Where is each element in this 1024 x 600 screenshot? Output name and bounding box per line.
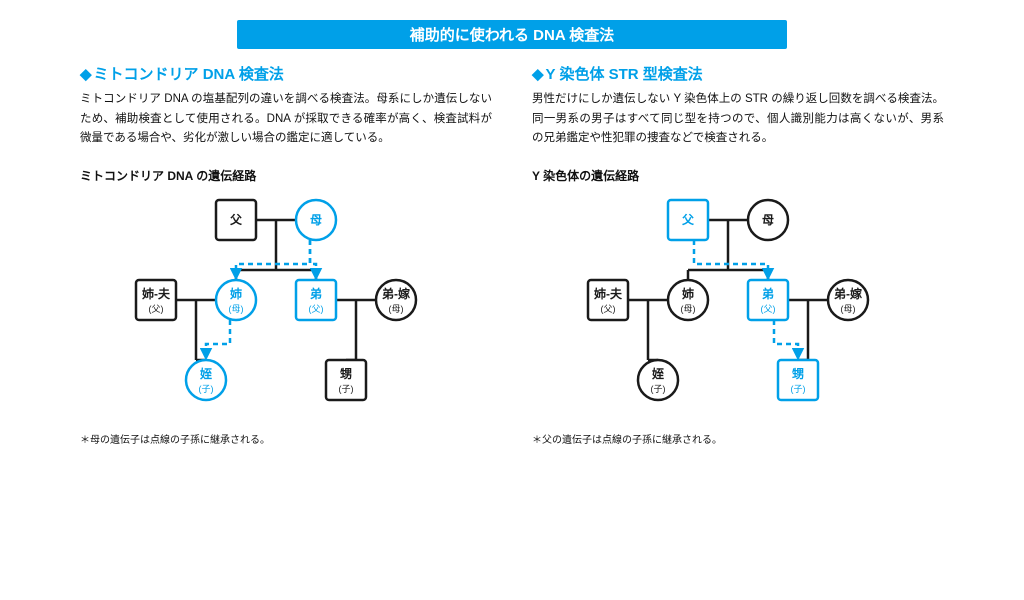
svg-text:姪: 姪 [199,366,212,381]
svg-text:(父): (父) [761,304,776,314]
right-section-title: Y 染色体 STR 型検査法 [532,63,944,84]
svg-text:(母): (母) [389,304,404,314]
right-body: 男性だけにしか遺伝しない Y 染色体上の STR の繰り返し回数を調べる検査法。… [532,90,944,149]
left-diagram-title: ミトコンドリア DNA の遺伝経路 [80,167,492,184]
svg-text:(父): (父) [309,304,324,314]
svg-text:(父): (父) [149,304,164,314]
svg-text:姉: 姉 [230,286,242,301]
svg-text:(母): (母) [681,304,696,314]
svg-text:(子): (子) [199,384,214,394]
left-column: ミトコンドリア DNA 検査法 ミトコンドリア DNA の塩基配列の違いを調べる… [80,63,492,446]
svg-text:弟: 弟 [762,286,774,301]
svg-text:甥: 甥 [340,367,352,381]
svg-text:弟-嫁: 弟-嫁 [834,286,862,301]
svg-text:姉: 姉 [682,286,694,301]
right-footnote: ＊父の遺伝子は点線の子孫に継承される。 [532,431,944,446]
columns: ミトコンドリア DNA 検査法 ミトコンドリア DNA の塩基配列の違いを調べる… [80,63,944,446]
svg-text:(父): (父) [601,304,616,314]
svg-text:姉-夫: 姉-夫 [142,286,171,301]
svg-text:(母): (母) [229,304,244,314]
left-body: ミトコンドリア DNA の塩基配列の違いを調べる検査法。母系にしか遺伝しないため… [80,90,492,149]
svg-text:父: 父 [681,213,695,227]
svg-text:弟: 弟 [310,286,322,301]
right-diagram: 父 母姉-夫 (父) 姉 (母) 弟 (父) 弟-嫁 (母) 姪 (子) 甥 (子) [532,190,944,425]
svg-text:(子): (子) [339,384,354,394]
svg-text:姪: 姪 [651,366,664,381]
svg-text:姉-夫: 姉-夫 [594,286,623,301]
svg-text:甥: 甥 [792,367,804,381]
svg-text:(子): (子) [791,384,806,394]
right-diagram-title: Y 染色体の遺伝経路 [532,167,944,184]
right-column: Y 染色体 STR 型検査法 男性だけにしか遺伝しない Y 染色体上の STR … [532,63,944,446]
svg-text:母: 母 [762,213,774,227]
svg-text:母: 母 [310,213,322,227]
banner-title: 補助的に使われる DNA 検査法 [237,20,787,49]
left-diagram: 父 母姉-夫 (父) 姉 (母) 弟 (父) 弟-嫁 (母) 姪 (子) 甥 (子) [80,190,492,425]
svg-text:父: 父 [229,213,243,227]
left-footnote: ＊母の遺伝子は点線の子孫に継承される。 [80,431,492,446]
svg-text:(母): (母) [841,304,856,314]
svg-text:弟-嫁: 弟-嫁 [382,286,410,301]
svg-text:(子): (子) [651,384,666,394]
left-section-title: ミトコンドリア DNA 検査法 [80,63,492,84]
